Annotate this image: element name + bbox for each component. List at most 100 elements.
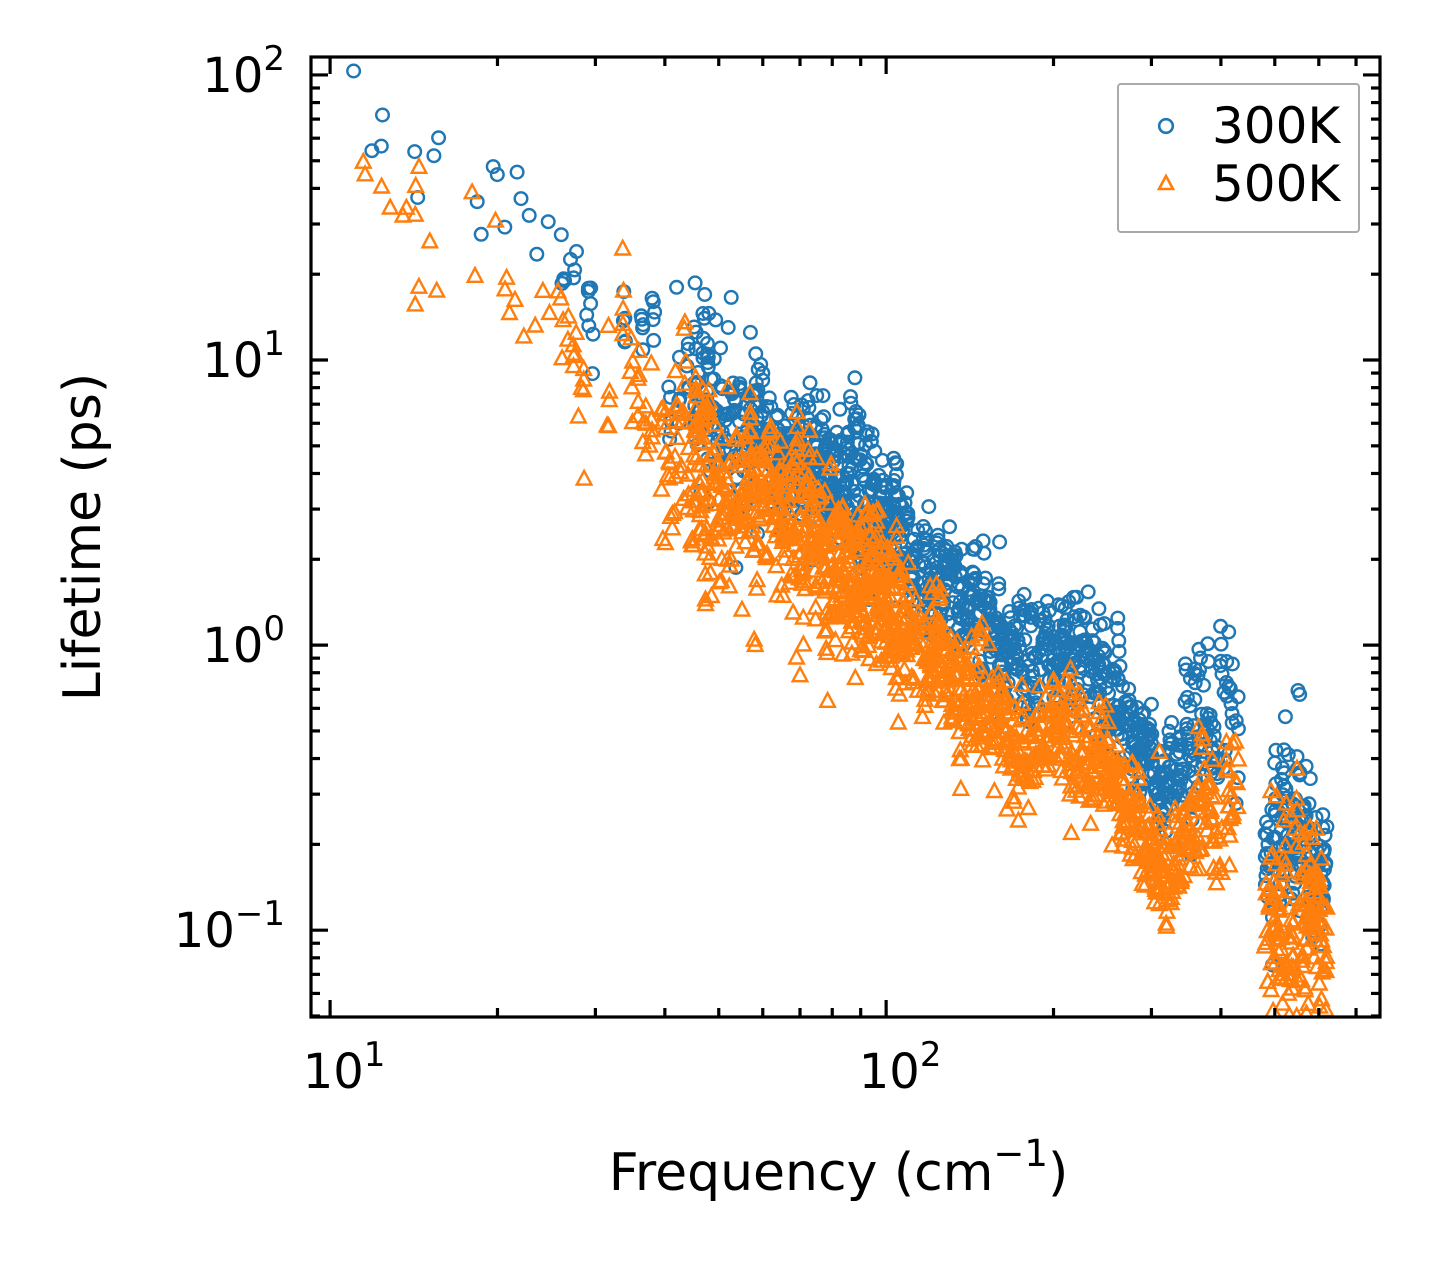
- scatter-point: [691, 455, 711, 473]
- scatter-point: [405, 294, 425, 312]
- scatter-point: [712, 428, 732, 446]
- scatter-point: [1190, 858, 1209, 877]
- scatter-point: [1027, 719, 1047, 737]
- scatter-point: [1226, 731, 1245, 749]
- scatter-point: [678, 464, 698, 482]
- scatter-point: [996, 685, 1015, 704]
- scatter-point: [908, 603, 928, 621]
- scatter-point: [848, 404, 864, 420]
- scatter-point: [1004, 791, 1024, 809]
- scatter-point: [1265, 908, 1284, 927]
- scatter-point: [815, 621, 835, 639]
- scatter-point: [795, 570, 814, 589]
- scatter-point: [750, 534, 769, 552]
- scatter-point: [833, 498, 852, 516]
- scatter-point: [569, 406, 588, 424]
- scatter-point: [929, 588, 949, 607]
- scatter-point: [1073, 698, 1093, 716]
- scatter-point: [1262, 843, 1282, 862]
- scatter-point: [647, 304, 663, 320]
- scatter-point: [745, 634, 765, 653]
- scatter-point: [375, 107, 391, 123]
- scatter-point: [696, 593, 715, 612]
- scatter-point: [810, 486, 830, 504]
- scatter-point: [1195, 677, 1211, 693]
- scatter-point: [1228, 796, 1247, 815]
- scatter-point: [990, 698, 1009, 716]
- scatter-point: [1297, 938, 1317, 956]
- scatter-point: [642, 353, 661, 371]
- scatter-point: [855, 514, 875, 532]
- scatter-point: [585, 326, 601, 342]
- scatter-point: [613, 323, 633, 342]
- scatter-point: [1136, 705, 1152, 721]
- scatter-point: [485, 159, 501, 175]
- scatter-point: [913, 706, 932, 725]
- scatter-point: [900, 510, 916, 526]
- scatter-point: [704, 443, 724, 461]
- scatter-point: [954, 641, 974, 659]
- scatter-point: [795, 578, 815, 597]
- scatter-point: [1010, 632, 1026, 648]
- scatter-point: [409, 156, 429, 174]
- scatter-point: [1179, 716, 1195, 732]
- scatter-point: [967, 706, 987, 724]
- scatter-point: [675, 318, 694, 336]
- scatter-point: [653, 397, 673, 416]
- scatter-point: [552, 347, 572, 366]
- scatter-point: [500, 302, 519, 321]
- scatter-point: [721, 451, 741, 469]
- scatter-points: [346, 63, 1336, 1017]
- scatter-point: [773, 585, 793, 603]
- scatter-point: [566, 322, 586, 340]
- legend-box: [1117, 83, 1360, 233]
- scatter-point: [813, 412, 829, 428]
- scatter-point: [1289, 965, 1309, 983]
- y-tick-labels: 102 101 100 10−1: [174, 39, 285, 959]
- scatter-point: [1280, 747, 1296, 763]
- scatter-point: [1274, 810, 1293, 828]
- scatter-point: [462, 181, 482, 200]
- scatter-point: [988, 610, 1004, 626]
- scatter-point: [976, 545, 992, 561]
- scatter-point: [1206, 787, 1226, 805]
- scatter-point: [809, 388, 825, 404]
- scatter-point: [497, 267, 516, 285]
- scatter-point: [1277, 709, 1293, 725]
- legend-label: 500K: [1212, 155, 1341, 213]
- scatter-point: [872, 631, 891, 649]
- scatter-point: [851, 622, 870, 640]
- scatter-point: [747, 569, 767, 588]
- scatter-point: [1096, 616, 1112, 632]
- scatter-point: [798, 439, 818, 458]
- scatter-point: [1312, 848, 1331, 866]
- scatter-point: [533, 280, 553, 298]
- scatter-point: [717, 492, 736, 511]
- scatter-point: [1224, 656, 1240, 672]
- scatter-point: [1302, 771, 1318, 787]
- scatter-point: [683, 528, 702, 547]
- scatter-point: [1299, 1003, 1314, 1017]
- scatter-point: [807, 447, 826, 466]
- scatter-point: [569, 243, 585, 259]
- scatter-point: [1267, 755, 1283, 771]
- scatter-point: [1207, 872, 1226, 891]
- scatter-point: [713, 340, 729, 356]
- scatter-point: [1097, 645, 1113, 661]
- scatter-point: [1143, 696, 1159, 712]
- scatter-point: [1179, 821, 1199, 839]
- scatter-point: [1067, 765, 1086, 783]
- scatter-point: [1029, 725, 1048, 744]
- scatter-point: [1200, 654, 1216, 670]
- scatter-point: [1148, 828, 1167, 846]
- scatter-point: [583, 280, 599, 296]
- scatter-point: [794, 562, 814, 580]
- scatter-point: [987, 730, 1006, 748]
- scatter-point: [979, 633, 998, 651]
- scatter-point: [1193, 728, 1213, 747]
- scatter-point: [899, 552, 918, 571]
- scatter-point: [509, 164, 525, 180]
- scatter-point: [1140, 796, 1160, 814]
- scatter-point: [714, 461, 734, 479]
- scatter-point: [917, 523, 933, 539]
